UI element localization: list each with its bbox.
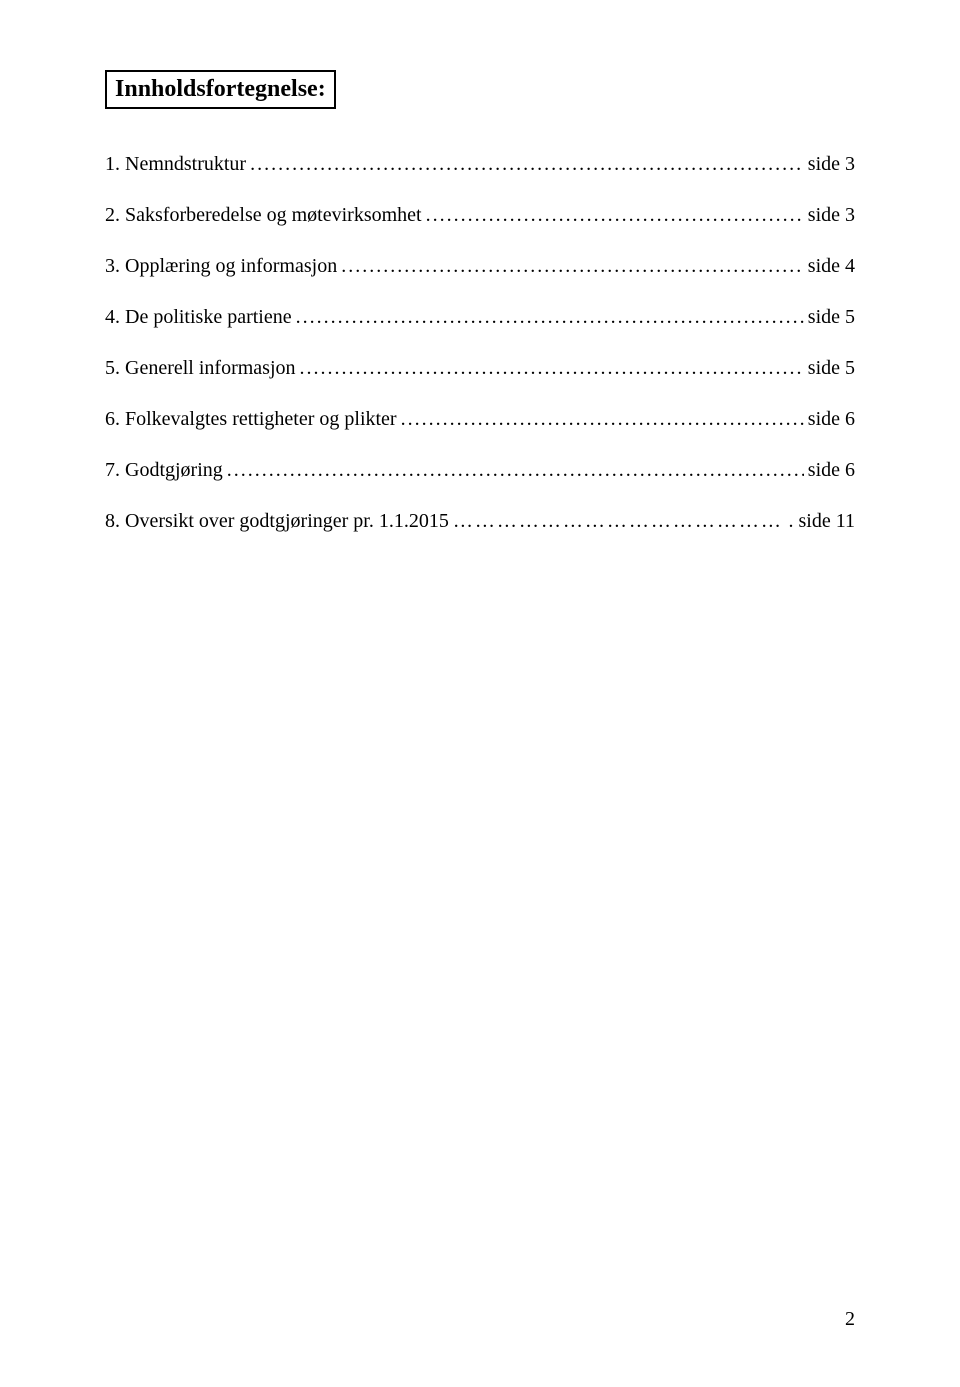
toc-entry-label: 7. Godtgjøring <box>105 459 223 482</box>
toc-entry: 4. De politiske partiene ...............… <box>105 306 855 329</box>
toc-entry-page: side 5 <box>808 357 855 380</box>
toc-leader: …………………………………………………………………………………………………………… <box>453 510 785 533</box>
toc-entry-page: side 3 <box>808 204 855 227</box>
toc-entry: 5. Generell informasjon ................… <box>105 357 855 380</box>
toc-entry-label: 8. Oversikt over godtgjøringer pr. 1.1.2… <box>105 510 449 533</box>
toc-entry: 7. Godtgjøring .........................… <box>105 459 855 482</box>
toc-leader: ........................................… <box>227 459 804 482</box>
toc-entry-page: side 4 <box>808 255 855 278</box>
toc-entry-label: 2. Saksforberedelse og møtevirksomhet <box>105 204 422 227</box>
toc-leader: ........................................… <box>426 204 804 227</box>
toc-entry-label: 6. Folkevalgtes rettigheter og plikter <box>105 408 397 431</box>
toc-entry-page: . side 11 <box>789 510 855 533</box>
toc-entry: 8. Oversikt over godtgjøringer pr. 1.1.2… <box>105 510 855 533</box>
page-number: 2 <box>845 1308 855 1331</box>
toc-entry: 2. Saksforberedelse og møtevirksomhet ..… <box>105 204 855 227</box>
toc-entry-page: side 5 <box>808 306 855 329</box>
toc-entry-label: 3. Opplæring og informasjon <box>105 255 337 278</box>
toc-entry-label: 5. Generell informasjon <box>105 357 296 380</box>
toc-title-box: Innholdsfortegnelse: <box>105 70 336 109</box>
toc-entry-label: 1. Nemndstruktur <box>105 153 246 176</box>
toc-entry-label: 4. De politiske partiene <box>105 306 292 329</box>
toc-leader: ........................................… <box>296 306 804 329</box>
toc-leader: ........................................… <box>401 408 804 431</box>
toc-title: Innholdsfortegnelse: <box>115 76 326 102</box>
toc-entry-page: side 6 <box>808 459 855 482</box>
toc-entry: 3. Opplæring og informasjon ............… <box>105 255 855 278</box>
toc-list: 1. Nemndstruktur .......................… <box>105 153 855 533</box>
toc-leader: ........................................… <box>341 255 804 278</box>
toc-entry-page: side 3 <box>808 153 855 176</box>
toc-entry-page: side 6 <box>808 408 855 431</box>
toc-leader: ........................................… <box>250 153 804 176</box>
toc-entry: 6. Folkevalgtes rettigheter og plikter .… <box>105 408 855 431</box>
toc-entry: 1. Nemndstruktur .......................… <box>105 153 855 176</box>
toc-leader: ........................................… <box>300 357 804 380</box>
